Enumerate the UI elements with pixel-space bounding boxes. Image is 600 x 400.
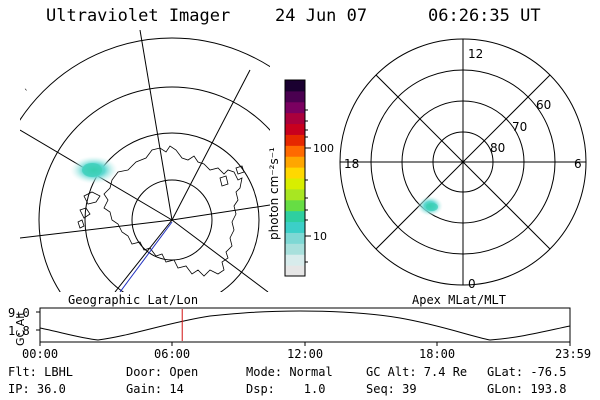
mlt-label-12: 12 bbox=[468, 47, 483, 61]
door-readout: Door: Open bbox=[126, 365, 199, 379]
dsp-readout: Dsp: 1.0 bbox=[246, 382, 326, 396]
colorbar-segment bbox=[285, 188, 305, 201]
colorbar-segment bbox=[285, 178, 305, 190]
seq-readout: Seq: 39 bbox=[366, 382, 417, 396]
timeline-xtick-1800: 18:00 bbox=[419, 347, 456, 361]
observation-time: 06:26:35 UT bbox=[428, 6, 541, 26]
lat-circles bbox=[20, 37, 270, 292]
colorbar-segment bbox=[285, 101, 305, 114]
colorbar-segment bbox=[285, 134, 305, 146]
mlat-label-60: 60 bbox=[536, 98, 551, 112]
glat-readout: GLat: -76.5 bbox=[487, 365, 567, 379]
colorbar-segment bbox=[285, 265, 305, 277]
colorbar-segment bbox=[285, 80, 305, 92]
right-panel-caption: Apex MLat/MLT bbox=[412, 293, 506, 307]
left-panel-caption: Geographic Lat/Lon bbox=[68, 293, 199, 307]
timeline-xtick-1200: 12:00 bbox=[287, 347, 324, 361]
colorbar-units: photon cm⁻²s⁻¹ bbox=[267, 147, 281, 240]
colorbar-segment bbox=[285, 145, 305, 157]
orbit-track bbox=[119, 221, 173, 292]
colorbar-tick-10: 10 bbox=[313, 230, 327, 243]
ip-readout: IP: 36.0 bbox=[8, 382, 66, 396]
mode-readout: Mode: Normal bbox=[246, 365, 333, 379]
svg-text:`: ` bbox=[24, 88, 29, 99]
mlt-label-0: 0 bbox=[468, 277, 476, 291]
colorbar-segment bbox=[285, 221, 305, 233]
mlt-label-6: 6 bbox=[574, 157, 582, 171]
colorbar-segment bbox=[285, 112, 305, 125]
colorbar-segment bbox=[285, 156, 305, 168]
gc-alt-readout: GC Alt: 7.4 Re bbox=[366, 365, 468, 379]
colorbar-segment bbox=[285, 90, 305, 103]
geographic-map bbox=[20, 30, 270, 292]
mlat-label-70: 70 bbox=[512, 120, 527, 134]
mlt-label-18: 18 bbox=[344, 157, 359, 171]
lon-lines bbox=[20, 30, 270, 292]
colorbar-segment bbox=[285, 254, 305, 266]
gain-readout: Gain: 14 bbox=[126, 382, 184, 396]
timeline-ytick-high: 9.0 bbox=[8, 306, 30, 320]
timeline-axis-label: GC Alt bbox=[14, 311, 27, 346]
instrument-title: Ultraviolet Imager bbox=[46, 6, 231, 26]
colorbar-tick-100: 100 bbox=[313, 142, 334, 155]
timeline-ytick-low: 1.8 bbox=[8, 324, 30, 338]
timeline-xtick-0600: 06:00 bbox=[154, 347, 191, 361]
colorbar-segment bbox=[285, 167, 305, 179]
filter-readout: Flt: LBHL bbox=[8, 365, 74, 379]
magnetic-polar-plot: 12 18 6 0 60 70 80 bbox=[339, 38, 587, 291]
timeline-frame bbox=[39, 307, 571, 343]
timeline-xtick-2359: 23:59 bbox=[555, 347, 592, 361]
colorbar-segment bbox=[285, 123, 305, 135]
glon-readout: GLon: 193.8 bbox=[487, 382, 567, 396]
colorbar-segment bbox=[285, 210, 305, 223]
altitude-timeline: GC Alt bbox=[14, 307, 571, 346]
observation-date: 24 Jun 07 bbox=[275, 6, 368, 26]
colorbar: 100 10 photon cm⁻²s⁻¹ bbox=[267, 79, 334, 277]
altitude-curve bbox=[39, 310, 571, 341]
coastline bbox=[77, 145, 245, 277]
mlat-label-80: 80 bbox=[490, 141, 505, 155]
colorbar-segment bbox=[285, 199, 305, 212]
colorbar-segment bbox=[285, 243, 305, 255]
timeline-xtick-0000: 00:00 bbox=[22, 347, 59, 361]
colorbar-segment bbox=[285, 232, 305, 244]
